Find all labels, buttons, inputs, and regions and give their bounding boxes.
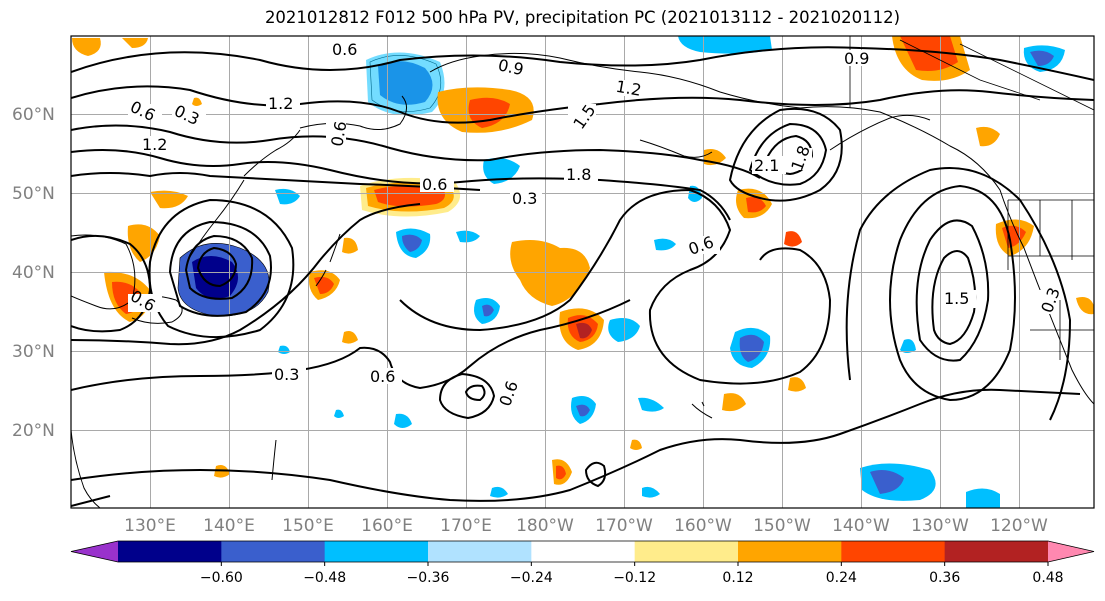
colorbar-tick-label: −0.36 [407, 570, 450, 586]
lat-label: 30°N [12, 342, 55, 362]
contour-label: 0.9 [496, 55, 525, 79]
lat-label: 50°N [12, 184, 55, 204]
contour-label: 0.9 [844, 49, 869, 68]
colorbar-segment [944, 541, 1049, 562]
contour-label: 0.6 [370, 367, 395, 386]
colorbar-extension-low [71, 541, 118, 562]
lon-label: 150°E [282, 516, 334, 536]
lon-label: 160°E [361, 516, 413, 536]
contour-label: 1.8 [566, 165, 591, 184]
colorbar-segment [841, 541, 946, 562]
lon-label: 180°W [516, 516, 574, 536]
colorbar-tick-label: 0.48 [1032, 570, 1063, 586]
contour-label: 1.2 [268, 94, 293, 113]
contour-label: 1.2 [614, 77, 642, 100]
contour-label: 1.2 [142, 135, 167, 154]
lon-label: 140°E [203, 516, 255, 536]
colorbar-tick-label: −0.12 [613, 570, 656, 586]
colorbar-tick-label: −0.60 [200, 570, 243, 586]
contour-label: 2.1 [754, 156, 779, 175]
colorbar-segment [118, 541, 222, 562]
latitude-labels: 60°N 50°N 40°N 30°N 20°N [12, 105, 55, 441]
colorbar-segment [428, 541, 532, 562]
colorbar-tick-label: −0.24 [510, 570, 553, 586]
lat-label: 40°N [12, 263, 55, 283]
longitude-labels: 130°E 140°E 150°E 160°E 170°E 180°W 170°… [124, 516, 1048, 536]
lat-label: 20°N [12, 421, 55, 441]
lon-label: 160°W [674, 516, 732, 536]
lon-label: 130°E [124, 516, 176, 536]
pv-contour-labels: 0.6 0.9 0.9 1.2 1.2 0.3 0.6 1.5 1.2 0.6 … [127, 40, 1064, 409]
contour-label: 1.5 [944, 289, 969, 308]
colorbar-tick-label: −0.48 [303, 570, 346, 586]
colorbar-extension-high [1048, 541, 1094, 562]
colorbar-segment [634, 541, 739, 562]
map-title: 2021012812 F012 500 hPa PV, precipitatio… [264, 8, 901, 27]
colorbar-segment [324, 541, 429, 562]
contour-label: 0.3 [274, 365, 299, 384]
colorbar: −0.60 −0.48 −0.36 −0.24 −0.12 0.12 0.24 0.36 0.4… [70, 540, 1095, 586]
lon-label: 170°W [595, 516, 653, 536]
lon-label: 140°W [832, 516, 890, 536]
contour-label: 0.6 [332, 40, 357, 59]
contour-label: 0.6 [422, 175, 447, 194]
colorbar-tick-label: 0.12 [722, 570, 753, 586]
lat-label: 60°N [12, 105, 55, 125]
contour-label: 0.3 [512, 189, 537, 208]
contour-label: 0.6 [327, 120, 350, 148]
lon-label: 170°E [440, 516, 492, 536]
colorbar-segment [221, 541, 326, 562]
colorbar-segment [738, 541, 842, 562]
colorbar-outline [70, 540, 1095, 563]
colorbar-segment [531, 541, 636, 562]
colorbar-tick-label: 0.24 [826, 570, 857, 586]
map-border [70, 35, 1095, 509]
lon-label: 150°W [753, 516, 811, 536]
colorbar-tick-label: 0.36 [929, 570, 960, 586]
pv-contours [71, 46, 1094, 507]
lon-label: 120°W [990, 516, 1048, 536]
lon-label: 130°W [911, 516, 969, 536]
